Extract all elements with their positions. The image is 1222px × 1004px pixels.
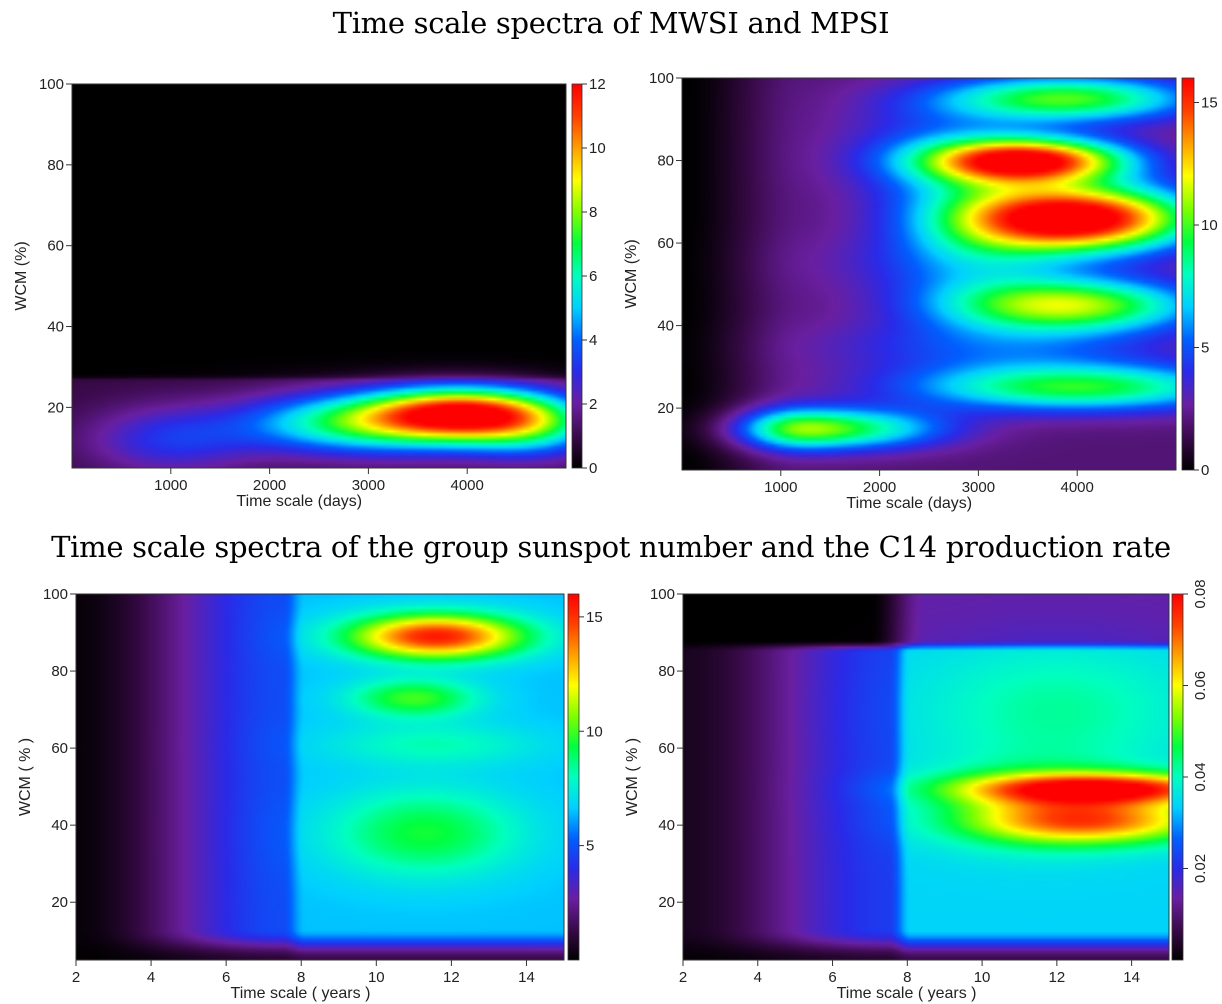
x-tick-label: 10 [974, 969, 991, 986]
x-tick-label: 2 [679, 969, 687, 986]
section-title-bottom: Time scale spectra of the group sunspot … [51, 530, 1171, 564]
y-tick-label: 20 [657, 400, 674, 417]
colorbar-tick-label: 15 [1201, 95, 1218, 112]
x-tick-label: 3000 [962, 479, 995, 496]
x-tick-label: 12 [443, 969, 460, 986]
section-title-top: Time scale spectra of MWSI and MPSI [332, 6, 890, 40]
plot-frame [681, 77, 1177, 471]
y-tick-label: 80 [47, 157, 64, 174]
y-axis-label: WCM (%) [13, 241, 30, 310]
y-axis-label: WCM (%) [623, 239, 640, 308]
heatmap-image [683, 594, 1169, 960]
colorbar-tick-label: 0.02 [1192, 854, 1209, 883]
y-tick-label: 20 [658, 894, 675, 911]
colorbar-tick-label: 8 [589, 204, 597, 221]
x-tick-label: 14 [1123, 969, 1140, 986]
x-tick-label: 4 [754, 969, 762, 986]
heatmap-c14: 20 40 60 80 100 2 4 6 8 10 12 14 Time scale ( years … [624, 579, 1209, 1002]
plot-frame [75, 593, 565, 961]
x-axis-label: Time scale (days) [236, 493, 362, 510]
x-axis-label: Time scale ( years ) [231, 985, 371, 1002]
x-tick-label: 8 [903, 969, 911, 986]
colorbar-tick-label: 5 [1201, 340, 1209, 357]
x-tick-label: 4000 [451, 477, 484, 494]
heatmap-image [76, 594, 564, 960]
x-tick-label: 4000 [1061, 479, 1094, 496]
x-tick-label: 3000 [352, 477, 385, 494]
colorbar [1181, 77, 1195, 471]
colorbar-tick-label: 0.06 [1192, 671, 1209, 700]
y-tick-label: 100 [39, 76, 64, 93]
x-tick-label: 2000 [863, 479, 896, 496]
x-axis-label: Time scale (days) [846, 495, 972, 512]
y-tick-label: 100 [649, 70, 674, 87]
y-tick-label: 100 [650, 586, 675, 603]
x-tick-label: 6 [828, 969, 836, 986]
colorbar-tick-label: 0.08 [1192, 579, 1209, 608]
colorbar-tick-label: 10 [589, 140, 606, 157]
plot-frame [71, 83, 567, 469]
x-tick-label: 12 [1049, 969, 1066, 986]
colorbar [571, 83, 583, 469]
colorbar [1171, 593, 1184, 961]
y-tick-label: 100 [43, 586, 68, 603]
colorbar-tick-label: 4 [589, 332, 597, 349]
heatmap-group-sunspot: 20 40 60 80 100 2 4 6 8 10 12 14 Time scale ( years … [17, 586, 603, 1002]
y-tick-label: 40 [47, 319, 64, 336]
colorbar-tick-label: 6 [589, 268, 597, 285]
colorbar-tick-label: 10 [1201, 217, 1218, 234]
x-tick-label: 1000 [764, 479, 797, 496]
y-tick-label: 40 [51, 817, 68, 834]
colorbar-tick-label: 12 [589, 76, 606, 93]
colorbar-tick-label: 0 [1201, 462, 1209, 479]
colorbar-tick-label: 10 [586, 723, 603, 740]
colorbar-tick-label: 0.04 [1192, 762, 1209, 791]
y-tick-label: 80 [658, 663, 675, 680]
y-tick-label: 60 [47, 238, 64, 255]
heatmap-image [72, 84, 566, 468]
y-tick-label: 20 [47, 399, 64, 416]
colorbar-tick-label: 0 [589, 460, 597, 477]
x-tick-label: 14 [518, 969, 535, 986]
y-tick-label: 80 [51, 663, 68, 680]
x-tick-label: 8 [297, 969, 305, 986]
colorbar-tick-label: 15 [586, 609, 603, 626]
y-axis-label: WCM ( % ) [624, 738, 641, 816]
colorbar-tick-label: 5 [586, 838, 594, 855]
y-tick-label: 80 [657, 153, 674, 170]
colorbar [567, 593, 580, 961]
x-tick-label: 4 [147, 969, 155, 986]
y-tick-label: 60 [658, 740, 675, 757]
y-axis-label: WCM ( % ) [17, 738, 34, 816]
x-tick-label: 6 [222, 969, 230, 986]
x-tick-label: 2 [72, 969, 80, 986]
y-tick-label: 40 [657, 318, 674, 335]
y-tick-label: 40 [658, 817, 675, 834]
x-tick-label: 2000 [253, 477, 286, 494]
x-tick-label: 1000 [154, 477, 187, 494]
x-tick-label: 10 [368, 969, 385, 986]
plot-frame [682, 593, 1170, 961]
y-tick-label: 60 [51, 740, 68, 757]
x-axis-label: Time scale ( years ) [837, 985, 977, 1002]
y-tick-label: 20 [51, 894, 68, 911]
heatmap-image [682, 78, 1176, 470]
y-tick-label: 60 [657, 235, 674, 252]
colorbar-tick-label: 2 [589, 396, 597, 413]
